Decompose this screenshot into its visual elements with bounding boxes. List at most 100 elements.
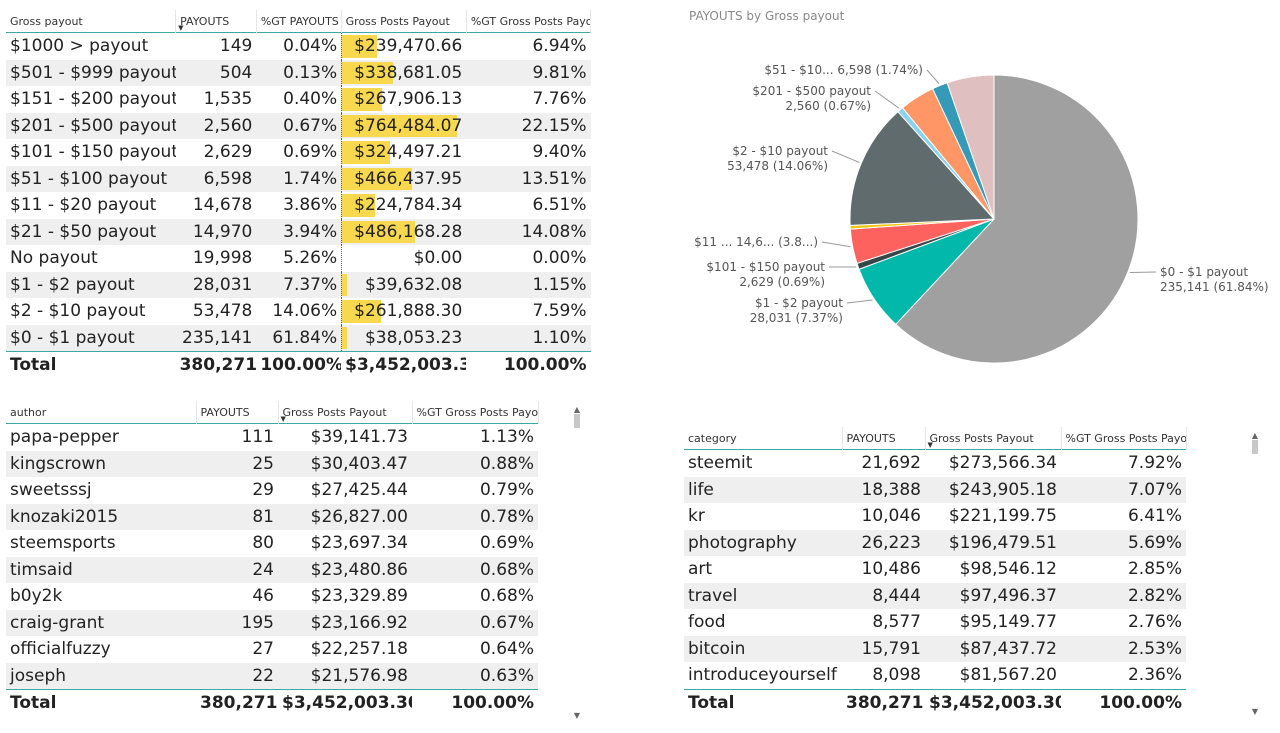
- scroll-down-icon[interactable]: ▼: [573, 711, 581, 720]
- gross-payout-cell: $239,470.66: [341, 33, 466, 60]
- pie-slice[interactable]: [895, 74, 1139, 364]
- table-row[interactable]: No payout 19,998 5.26% $0.00 0.00%: [6, 245, 591, 272]
- table-row[interactable]: $21 - $50 payout 14,970 3.94% $486,168.28 14…: [6, 218, 591, 245]
- table-row[interactable]: steemsports 80 $23,697.34 0.69%: [6, 530, 538, 557]
- column-header-label[interactable]: author: [6, 401, 197, 424]
- payouts-value: 111: [241, 427, 274, 448]
- table-row[interactable]: kr 10,046 $221,199.75 6.41%: [684, 503, 1186, 530]
- table-row[interactable]: $201 - $500 payout 2,560 0.67% $764,484.07 2…: [6, 112, 591, 139]
- table-row[interactable]: $51 - $100 payout 6,598 1.74% $466,437.95 13…: [6, 165, 591, 192]
- data-bar-axis: [341, 271, 343, 298]
- total-label: Total: [6, 351, 176, 379]
- scroll-thumb[interactable]: [574, 414, 580, 428]
- column-header[interactable]: %GT PAYOUTS: [256, 10, 342, 33]
- column-header[interactable]: %GT Gross Posts Payout: [1061, 427, 1187, 450]
- row-name: art: [688, 559, 713, 580]
- category-scrollbar[interactable]: ▲ ▼: [1251, 431, 1259, 716]
- table-row[interactable]: $0 - $1 payout 235,141 61.84% $38,053.23 1.1…: [6, 324, 591, 352]
- table-row[interactable]: officialfuzzy 27 $22,257.18 0.64%: [6, 636, 538, 663]
- pct-payouts-value: 14.06%: [272, 301, 338, 322]
- data-bar-axis: [341, 324, 343, 351]
- table-row[interactable]: $101 - $150 payout 2,629 0.69% $324,497.21 9…: [6, 139, 591, 166]
- pct-gross-value: 1.13%: [479, 427, 534, 448]
- pct-payouts-value: 0.40%: [283, 89, 338, 110]
- gross-payout-cell: $224,784.34: [341, 192, 466, 219]
- scroll-up-icon[interactable]: ▲: [573, 405, 581, 414]
- row-label: $1 - $2 payout: [10, 274, 135, 295]
- data-bar-axis: [341, 59, 343, 86]
- data-bar: [341, 88, 382, 111]
- table-row[interactable]: life 18,388 $243,905.18 7.07%: [684, 476, 1186, 503]
- author-scrollbar[interactable]: ▲ ▼: [573, 405, 581, 720]
- table-row[interactable]: $1000 > payout 149 0.04% $239,470.66 6.94%: [6, 33, 591, 60]
- column-header[interactable]: PAYOUTS ▼: [175, 10, 257, 33]
- column-header-label[interactable]: category: [684, 427, 843, 450]
- table-row[interactable]: $11 - $20 payout 14,678 3.86% $224,784.34 6.…: [6, 192, 591, 219]
- pct-payouts-value: 7.37%: [283, 274, 338, 295]
- row-name: timsaid: [10, 559, 73, 580]
- data-bar-axis: [341, 192, 343, 219]
- scroll-down-icon[interactable]: ▼: [1251, 707, 1259, 716]
- payouts-value: 149: [219, 36, 253, 57]
- gross-payout-cell: $764,484.07: [341, 112, 466, 139]
- column-header[interactable]: Gross Posts Payout ▼: [278, 401, 413, 424]
- pie-slice[interactable]: [849, 111, 996, 226]
- column-header-text: PAYOUTS: [180, 14, 230, 28]
- table-row[interactable]: knozaki2015 81 $26,827.00 0.78%: [6, 503, 538, 530]
- column-header-text: Gross Posts Payout: [345, 14, 450, 28]
- table-row[interactable]: introduceyourself 8,098 $81,567.20 2.36%: [684, 662, 1186, 689]
- table-row[interactable]: timsaid 24 $23,480.86 0.68%: [6, 556, 538, 583]
- table-row[interactable]: travel 8,444 $97,496.37 2.82%: [684, 582, 1186, 609]
- payout-table-panel: Gross payout PAYOUTS ▼ %GT PAYOUTS Gross Pos…: [6, 10, 592, 379]
- table-row[interactable]: b0y2k 46 $23,329.89 0.68%: [6, 583, 538, 610]
- table-row[interactable]: kingscrown 25 $30,403.47 0.88%: [6, 450, 538, 477]
- gross-payout-value: $30,403.47: [310, 453, 408, 474]
- pct-gross-value: 22.15%: [521, 115, 587, 136]
- table-row[interactable]: steemit 21,692 $273,566.34 7.92%: [684, 450, 1186, 477]
- row-label: $2 - $10 payout: [10, 301, 146, 322]
- pct-gross-value: 2.76%: [1127, 612, 1182, 633]
- table-row[interactable]: joseph 22 $21,576.98 0.63%: [6, 662, 538, 690]
- row-name: life: [688, 479, 714, 500]
- data-bar: [341, 220, 415, 243]
- scroll-thumb[interactable]: [1252, 440, 1258, 454]
- table-row[interactable]: $2 - $10 payout 53,478 14.06% $261,888.30 7.…: [6, 298, 591, 325]
- table-row[interactable]: $151 - $200 payout 1,535 0.40% $267,906.13 7…: [6, 86, 591, 113]
- column-header[interactable]: PAYOUTS: [196, 401, 279, 424]
- pct-payouts-value: 3.86%: [283, 195, 338, 216]
- gross-payout-value: $39,632.08: [364, 274, 463, 295]
- table-row[interactable]: $1 - $2 payout 28,031 7.37% $39,632.08 1.15%: [6, 271, 591, 298]
- sort-desc-icon[interactable]: ▼: [927, 441, 933, 449]
- row-name: bitcoin: [688, 638, 746, 659]
- gross-payout-value: $196,479.51: [948, 532, 1057, 553]
- scroll-up-icon[interactable]: ▲: [1251, 431, 1259, 440]
- column-header[interactable]: %GT Gross Posts Payout: [412, 401, 539, 424]
- row-name: kingscrown: [10, 453, 107, 474]
- column-header[interactable]: Gross Posts Payout ▼: [925, 427, 1062, 450]
- column-header-label[interactable]: Gross payout: [6, 10, 177, 33]
- table-row[interactable]: sweetsssj 29 $27,425.44 0.79%: [6, 477, 538, 504]
- slice-value-label: 53,478 (14.06%): [727, 159, 828, 173]
- table-row[interactable]: papa-pepper 111 $39,141.73 1.13%: [6, 424, 538, 451]
- table-row[interactable]: bitcoin 15,791 $87,437.72 2.53%: [684, 635, 1186, 662]
- gross-payout-value: $23,480.86: [310, 559, 408, 580]
- sort-desc-icon[interactable]: ▼: [178, 24, 184, 32]
- table-row[interactable]: $501 - $999 payout 504 0.13% $338,681.05 9.8…: [6, 59, 591, 86]
- author-table-panel: author PAYOUTS Gross Posts Payout ▼ %GT Gros…: [6, 401, 539, 717]
- row-name: steemsports: [10, 533, 116, 554]
- column-header[interactable]: %GT Gross Posts Payout: [466, 10, 592, 33]
- table-row[interactable]: food 8,577 $95,149.77 2.76%: [684, 609, 1186, 636]
- pct-payouts-value: 0.04%: [283, 36, 338, 57]
- gross-payout-value: $98,546.12: [959, 559, 1057, 580]
- pct-gross-value: 7.92%: [1127, 453, 1182, 474]
- column-header[interactable]: PAYOUTS: [842, 427, 926, 450]
- table-row[interactable]: craig-grant 195 $23,166.92 0.67%: [6, 609, 538, 636]
- column-header[interactable]: Gross Posts Payout: [341, 10, 467, 33]
- table-row[interactable]: art 10,486 $98,546.12 2.85%: [684, 556, 1186, 583]
- row-name: introduceyourself: [688, 665, 837, 686]
- gross-payout-cell: $267,906.13: [341, 86, 466, 113]
- sort-desc-icon[interactable]: ▼: [280, 415, 286, 423]
- pie-slice[interactable]: [946, 74, 995, 220]
- pct-gross-value: 2.82%: [1127, 585, 1182, 606]
- table-row[interactable]: photography 26,223 $196,479.51 5.69%: [684, 529, 1186, 556]
